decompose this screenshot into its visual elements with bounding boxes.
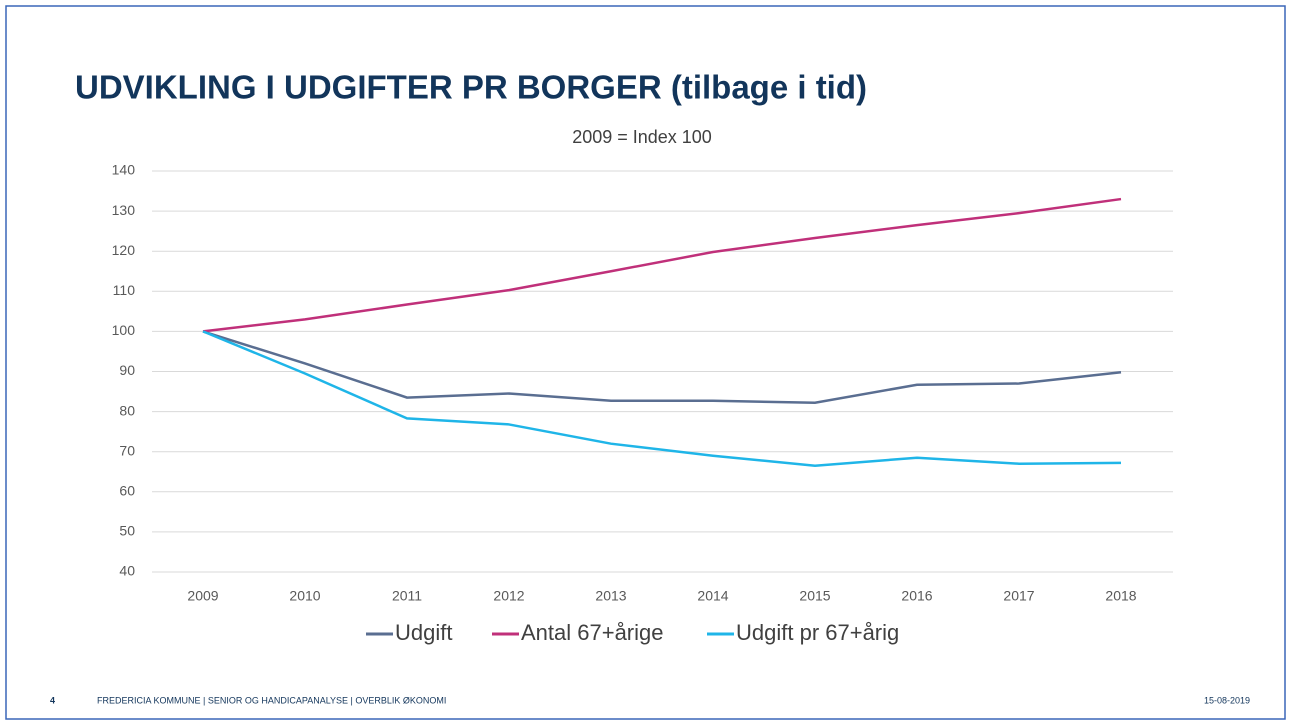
slide-title: UDVIKLING I UDGIFTER PR BORGER (tilbage … bbox=[75, 69, 867, 106]
legend-label: Udgift bbox=[395, 620, 452, 645]
slide-border bbox=[5, 5, 1286, 720]
y-tick-label: 120 bbox=[112, 242, 136, 258]
y-tick-label: 130 bbox=[112, 202, 136, 218]
x-tick-label: 2011 bbox=[392, 588, 422, 604]
x-tick-label: 2013 bbox=[595, 588, 626, 604]
y-tick-label: 50 bbox=[119, 523, 135, 539]
series-line bbox=[202, 330, 1122, 467]
legend-label: Udgift pr 67+årig bbox=[736, 620, 899, 645]
x-tick-label: 2010 bbox=[289, 588, 320, 604]
y-tick-label: 70 bbox=[119, 442, 135, 458]
y-tick-label: 90 bbox=[119, 362, 135, 378]
x-tick-label: 2015 bbox=[799, 588, 830, 604]
y-tick-label: 100 bbox=[112, 322, 136, 338]
chart-subtitle: 2009 = Index 100 bbox=[572, 127, 712, 147]
x-tick-label: 2016 bbox=[901, 588, 932, 604]
legend-label: Antal 67+årige bbox=[521, 620, 664, 645]
x-tick-label: 2012 bbox=[493, 588, 524, 604]
series-line bbox=[202, 330, 1122, 405]
x-tick-label: 2009 bbox=[187, 588, 218, 604]
footer-text: FREDERICIA KOMMUNE | SENIOR OG HANDICAPA… bbox=[97, 695, 446, 705]
x-tick-label: 2017 bbox=[1003, 588, 1034, 604]
y-tick-label: 60 bbox=[119, 483, 135, 499]
y-tick-label: 80 bbox=[119, 402, 135, 418]
y-tick-label: 110 bbox=[113, 282, 136, 298]
footer-date: 15-08-2019 bbox=[1204, 695, 1250, 705]
x-tick-label: 2018 bbox=[1105, 588, 1136, 604]
x-tick-label: 2014 bbox=[697, 588, 728, 604]
y-tick-label: 140 bbox=[112, 162, 136, 178]
series-line bbox=[202, 197, 1122, 333]
y-tick-label: 40 bbox=[119, 563, 135, 579]
page-number: 4 bbox=[50, 695, 55, 705]
